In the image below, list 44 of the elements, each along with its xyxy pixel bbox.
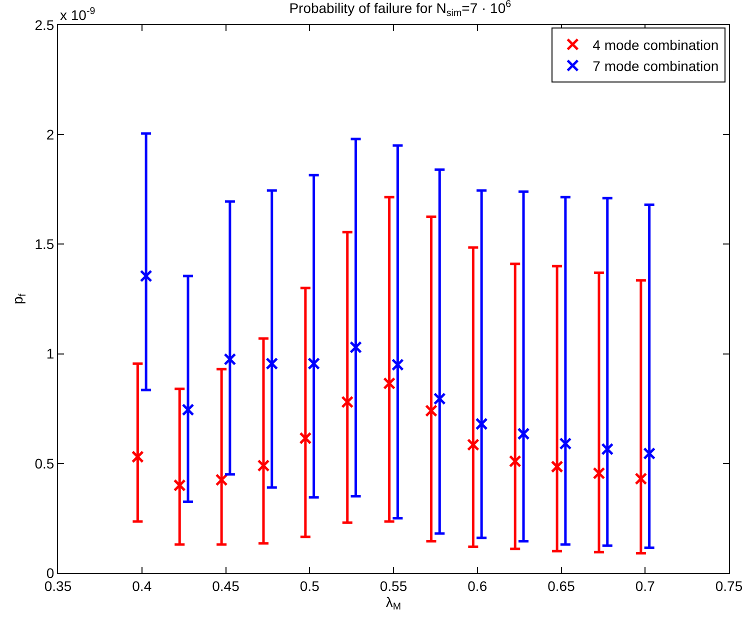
point — [592, 467, 606, 480]
point — [341, 396, 354, 408]
chart-title: Probability of failure for N$_{sim}$=7 · 10$^{6}$ — [289, 0, 512, 19]
y-tick-label: 1.5 — [34, 236, 54, 252]
point — [350, 340, 362, 354]
x-tick-label: 0.4 — [132, 578, 152, 594]
point — [224, 353, 236, 366]
y-tick-label: 2 — [46, 126, 54, 142]
point — [550, 460, 564, 473]
x-tick-label: 0.55 — [380, 578, 408, 594]
x-tick-label: 0.7 — [635, 578, 656, 594]
legend-label: 4 mode combination — [592, 36, 719, 53]
point — [601, 442, 614, 456]
x-tick-label: 0.5 — [300, 578, 320, 594]
text: x 10$^{-9}$ — [60, 6, 96, 23]
x-axis-title: λ$_{M}$ — [386, 594, 402, 613]
point — [508, 454, 522, 468]
point — [475, 418, 488, 430]
point — [299, 432, 312, 444]
y-tick-label: 1 — [46, 346, 54, 362]
legend-label: 7 mode combination — [592, 58, 719, 74]
point — [433, 392, 446, 405]
point — [391, 358, 404, 372]
point — [559, 437, 572, 450]
point — [173, 479, 186, 492]
point — [308, 357, 320, 370]
point — [517, 428, 530, 440]
point — [131, 450, 144, 464]
point — [424, 404, 438, 418]
point — [266, 357, 278, 370]
x-tick-label: 0.65 — [548, 578, 576, 594]
y-tick-label: 0.5 — [34, 455, 54, 472]
point — [643, 447, 656, 460]
x-tick-label: 0.6 — [468, 578, 488, 594]
point — [257, 459, 270, 472]
point — [140, 270, 152, 282]
point — [466, 438, 480, 452]
x-tick-label: 0.75 — [715, 578, 743, 594]
point — [383, 377, 396, 390]
point — [634, 472, 648, 485]
point — [182, 403, 194, 416]
x-tick-label: 0.45 — [212, 578, 240, 594]
point — [215, 474, 228, 486]
y-tick-label: 2.5 — [34, 16, 54, 33]
